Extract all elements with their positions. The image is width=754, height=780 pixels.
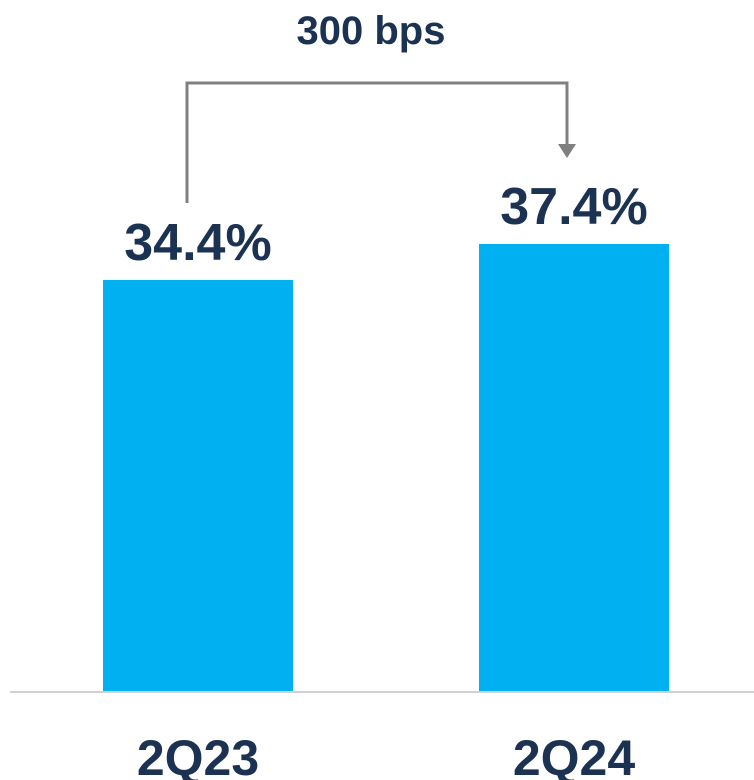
change-bracket-arrow (185, 81, 569, 203)
value-label-2q24: 37.4% (500, 178, 647, 236)
change-annotation: 300 bps (185, 9, 576, 203)
bar-2q23 (103, 279, 293, 692)
change-annotation-label: 300 bps (297, 9, 446, 53)
category-label-2q24: 2Q24 (513, 730, 636, 780)
category-label-2q23: 2Q23 (137, 730, 259, 780)
value-labels-group: 34.4% 37.4% (124, 178, 647, 272)
category-labels-group: 2Q23 2Q24 (137, 730, 636, 780)
bar-2q24 (479, 244, 669, 692)
change-arrow-head (558, 144, 576, 158)
bars-group (103, 244, 669, 692)
value-label-2q23: 34.4% (124, 214, 271, 272)
